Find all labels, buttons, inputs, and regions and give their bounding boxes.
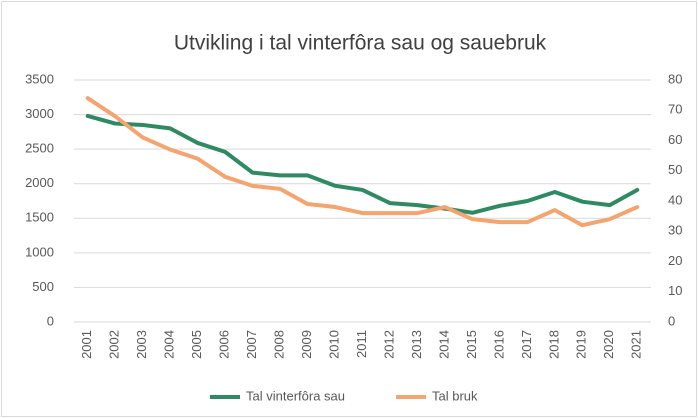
y2-tick-label: 50 bbox=[668, 162, 682, 177]
y-tick-label: 1000 bbox=[25, 244, 54, 259]
x-tick-label: 2015 bbox=[464, 330, 479, 359]
x-tick-label: 2005 bbox=[189, 330, 204, 359]
y2-tick-label: 70 bbox=[668, 102, 682, 117]
y-tick-label: 2000 bbox=[25, 175, 54, 190]
y-tick-label: 0 bbox=[47, 313, 54, 328]
x-tick-label: 2012 bbox=[381, 330, 396, 359]
y2-tick-label: 40 bbox=[668, 192, 682, 207]
y-tick-label: 2500 bbox=[25, 141, 54, 156]
y-tick-label: 500 bbox=[32, 279, 54, 294]
x-tick-label: 2018 bbox=[546, 330, 561, 359]
x-tick-label: 2003 bbox=[134, 330, 149, 359]
x-tick-label: 2021 bbox=[629, 330, 644, 359]
y-tick-label: 1500 bbox=[25, 210, 54, 225]
y2-tick-label: 30 bbox=[668, 223, 682, 238]
series-line bbox=[85, 96, 640, 228]
x-tick-label: 2014 bbox=[436, 330, 451, 359]
x-tick-label: 2001 bbox=[79, 330, 94, 359]
y2-tick-label: 10 bbox=[668, 283, 682, 298]
x-tick-label: 2007 bbox=[244, 330, 259, 359]
x-tick-label: 2020 bbox=[601, 330, 616, 359]
x-tick-label: 2008 bbox=[272, 330, 287, 359]
chart-title: Utvikling i tal vinterfôra sau og sauebr… bbox=[174, 32, 547, 55]
y2-tick-label: 0 bbox=[668, 313, 675, 328]
x-tick-label: 2011 bbox=[354, 330, 369, 358]
x-tick-label: 2004 bbox=[162, 330, 177, 359]
y-tick-label: 3000 bbox=[25, 106, 54, 121]
x-tick-label: 2009 bbox=[299, 330, 314, 359]
x-tick-label: 2013 bbox=[409, 330, 424, 359]
x-tick-label: 2019 bbox=[574, 330, 589, 359]
y2-tick-label: 60 bbox=[668, 132, 682, 147]
x-tick-label: 2016 bbox=[491, 330, 506, 359]
series-line bbox=[85, 113, 640, 215]
x-tick-label: 2017 bbox=[519, 330, 534, 359]
legend-label: Tal vinterfôra sau bbox=[246, 388, 345, 403]
legend-label: Tal bruk bbox=[432, 388, 478, 403]
x-tick-label: 2006 bbox=[217, 330, 232, 359]
y-tick-label: 3500 bbox=[25, 71, 54, 86]
x-tick-label: 2010 bbox=[326, 330, 341, 359]
y2-tick-label: 20 bbox=[668, 253, 682, 268]
x-tick-label: 2002 bbox=[107, 330, 122, 359]
y2-tick-label: 80 bbox=[668, 71, 682, 86]
